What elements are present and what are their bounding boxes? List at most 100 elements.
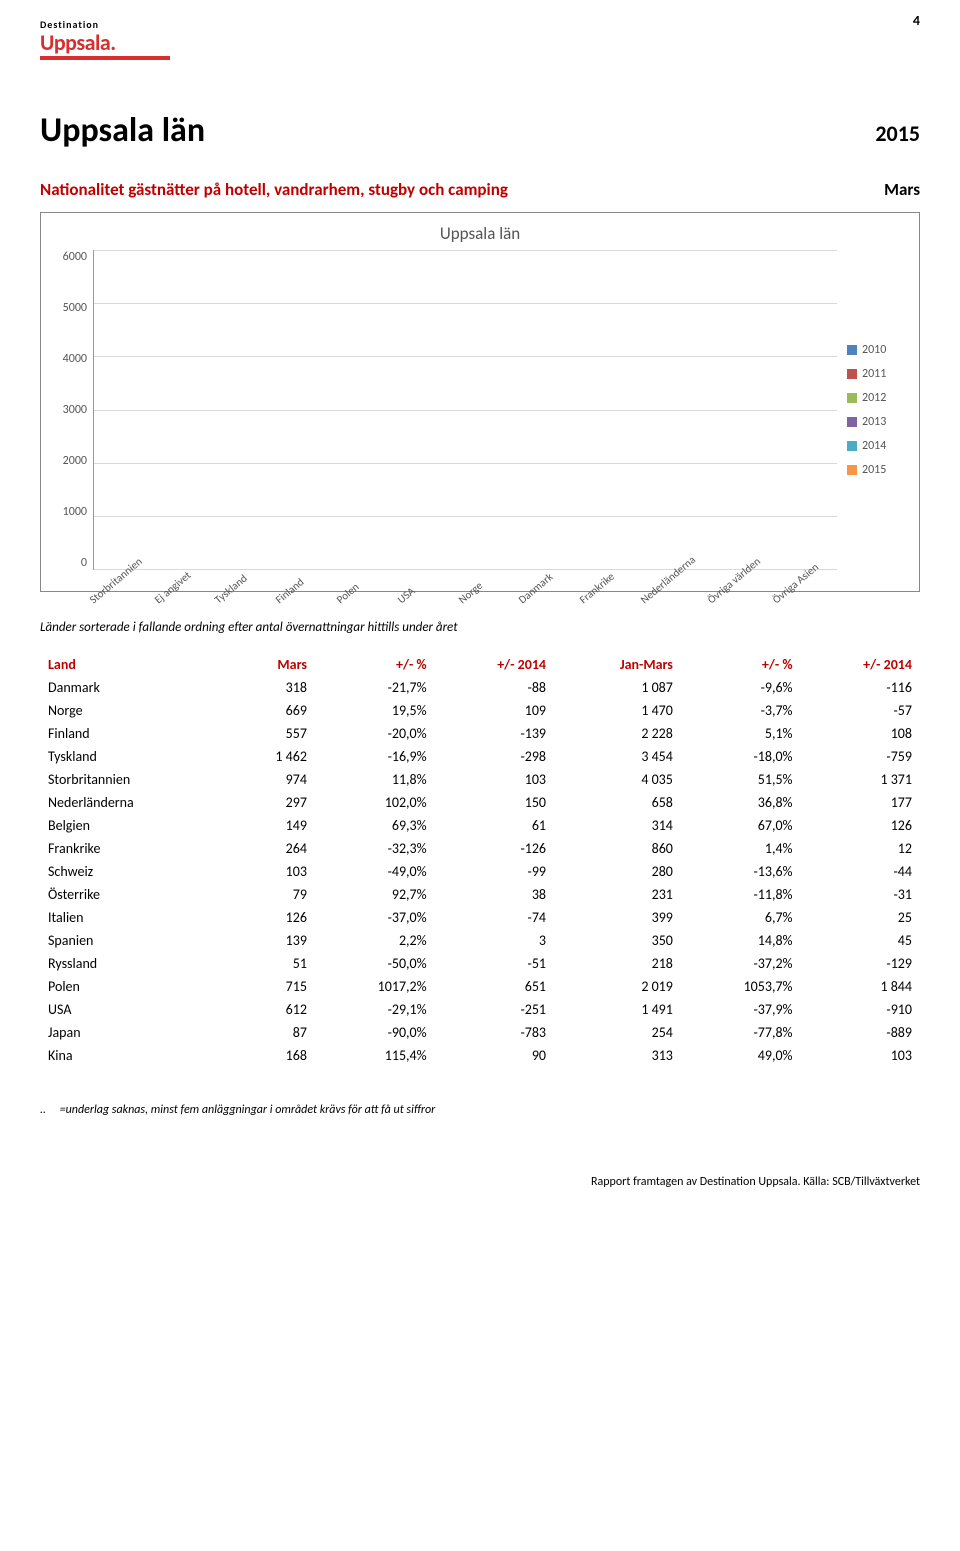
table-cell: 51,5% <box>681 768 801 791</box>
x-tick-label: Nederländerna <box>638 553 698 606</box>
logo-underline <box>40 56 170 60</box>
table-cell: -251 <box>435 998 554 1021</box>
table-cell: Frankrike <box>40 837 227 860</box>
legend-item: 2013 <box>847 415 907 429</box>
table-row: Japan87-90,0%-783254-77,8%-889 <box>40 1021 920 1044</box>
table-cell: 79 <box>227 883 315 906</box>
table-cell: -21,7% <box>315 676 435 699</box>
table-cell: 12 <box>801 837 920 860</box>
table-cell: 4 035 <box>554 768 681 791</box>
table-cell: -57 <box>801 699 920 722</box>
table-cell: 715 <box>227 975 315 998</box>
table-cell: -783 <box>435 1021 554 1044</box>
table-cell: -116 <box>801 676 920 699</box>
table-cell: Norge <box>40 699 227 722</box>
table-row: Storbritannien97411,8%1034 03551,5%1 371 <box>40 768 920 791</box>
table-cell: 92,7% <box>315 883 435 906</box>
table-cell: -77,8% <box>681 1021 801 1044</box>
y-tick-label: 2000 <box>53 454 87 468</box>
x-tick-label: Finland <box>273 557 328 606</box>
x-axis: StorbritannienEj angivetTysklandFinlandP… <box>93 570 837 571</box>
table-cell: -31 <box>801 883 920 906</box>
table-cell: -129 <box>801 952 920 975</box>
table-cell: 11,8% <box>315 768 435 791</box>
chart-title: Uppsala län <box>53 223 907 244</box>
table-cell: 25 <box>801 906 920 929</box>
table-cell: 109 <box>435 699 554 722</box>
logo-main: Uppsala. <box>40 29 170 56</box>
table-cell: 177 <box>801 791 920 814</box>
bars-area <box>94 250 837 569</box>
table-cell: 3 454 <box>554 745 681 768</box>
table-cell: Japan <box>40 1021 227 1044</box>
legend-swatch <box>847 465 857 475</box>
table-cell: -74 <box>435 906 554 929</box>
x-tick-label: Ej angivet <box>152 557 207 606</box>
table-header-cell: +/- 2014 <box>801 653 920 676</box>
table-cell: USA <box>40 998 227 1021</box>
table-cell: 126 <box>801 814 920 837</box>
table-cell: 69,3% <box>315 814 435 837</box>
y-tick-label: 4000 <box>53 352 87 366</box>
y-tick-label: 5000 <box>53 301 87 315</box>
table-cell: 38 <box>435 883 554 906</box>
table-header-cell: +/- % <box>681 653 801 676</box>
table-row: Frankrike264-32,3%-1268601,4%12 <box>40 837 920 860</box>
table-cell: Ryssland <box>40 952 227 975</box>
subhead-row: Nationalitet gästnätter på hotell, vandr… <box>40 179 920 200</box>
y-tick-label: 1000 <box>53 505 87 519</box>
table-cell: 19,5% <box>315 699 435 722</box>
table-header-row: LandMars+/- %+/- 2014Jan-Mars+/- %+/- 20… <box>40 653 920 676</box>
table-header-cell: Land <box>40 653 227 676</box>
table-cell: 280 <box>554 860 681 883</box>
y-tick-label: 3000 <box>53 403 87 417</box>
source: Rapport framtagen av Destination Uppsala… <box>40 1175 920 1189</box>
table-cell: 150 <box>435 791 554 814</box>
table-cell: Storbritannien <box>40 768 227 791</box>
legend-label: 2012 <box>862 391 886 405</box>
table-row: USA612-29,1%-2511 491-37,9%-910 <box>40 998 920 1021</box>
table-cell: 658 <box>554 791 681 814</box>
x-tick-label: Frankrike <box>577 557 632 606</box>
table-row: Kina168115,4%9031349,0%103 <box>40 1044 920 1067</box>
table-cell: 108 <box>801 722 920 745</box>
table-cell: -11,8% <box>681 883 801 906</box>
table-cell: 67,0% <box>681 814 801 837</box>
table-cell: -37,2% <box>681 952 801 975</box>
table-row: Finland557-20,0%-1392 2285,1%108 <box>40 722 920 745</box>
legend-item: 2012 <box>847 391 907 405</box>
legend-item: 2011 <box>847 367 907 381</box>
plot-area <box>93 250 837 570</box>
legend-item: 2015 <box>847 463 907 477</box>
table-cell: 974 <box>227 768 315 791</box>
table-cell: 126 <box>227 906 315 929</box>
y-axis: 6000500040003000200010000 <box>53 250 93 570</box>
table-cell: -759 <box>801 745 920 768</box>
table-cell: Finland <box>40 722 227 745</box>
table-cell: 1 470 <box>554 699 681 722</box>
x-tick-label: Danmark <box>516 557 571 606</box>
table-row: Tyskland1 462-16,9%-2983 454-18,0%-759 <box>40 745 920 768</box>
table-cell: 218 <box>554 952 681 975</box>
legend-swatch <box>847 417 857 427</box>
table-cell: -3,7% <box>681 699 801 722</box>
table-header-cell: +/- % <box>315 653 435 676</box>
table-row: Nederländerna297102,0%15065836,8%177 <box>40 791 920 814</box>
legend-label: 2010 <box>862 343 886 357</box>
table-cell: 1 087 <box>554 676 681 699</box>
table-cell: -139 <box>435 722 554 745</box>
x-tick-label: Tyskland <box>212 557 267 606</box>
table-cell: 669 <box>227 699 315 722</box>
table-cell: 399 <box>554 906 681 929</box>
table-cell: 45 <box>801 929 920 952</box>
month: Mars <box>884 179 920 200</box>
table-cell: Italien <box>40 906 227 929</box>
legend-label: 2013 <box>862 415 886 429</box>
legend-label: 2014 <box>862 439 886 453</box>
x-tick-label: USA <box>395 557 450 606</box>
footnote-prefix: .. <box>40 1103 46 1117</box>
table-cell: 139 <box>227 929 315 952</box>
table-cell: -88 <box>435 676 554 699</box>
table-cell: Tyskland <box>40 745 227 768</box>
table-cell: 318 <box>227 676 315 699</box>
